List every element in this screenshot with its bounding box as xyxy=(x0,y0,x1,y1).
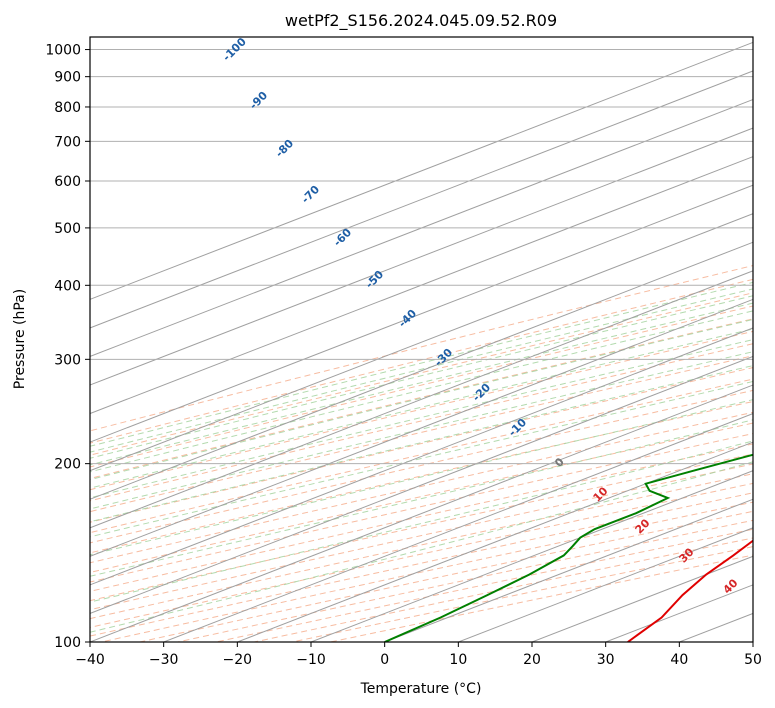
x-tick-label: 40 xyxy=(670,652,688,668)
x-tick-label: −40 xyxy=(75,652,105,668)
isotherm-line xyxy=(90,213,753,472)
moist-adiabat xyxy=(90,288,753,453)
isotherm-label: -60 xyxy=(331,226,354,249)
moist-adiabat xyxy=(90,419,753,577)
isotherm-line xyxy=(90,270,753,529)
y-tick-label: 1000 xyxy=(45,43,81,59)
y-axis-label: Pressure (hPa) xyxy=(12,289,28,389)
y-tick-label: 700 xyxy=(54,134,81,150)
moist-adiabat xyxy=(90,295,753,459)
moist-adiabat xyxy=(90,380,753,538)
isotherm-label: 30 xyxy=(677,545,697,565)
dry-adiabat xyxy=(139,510,753,642)
dry-adiabat xyxy=(90,463,753,611)
moist-adiabat xyxy=(90,365,753,523)
moist-adiabat xyxy=(90,339,753,499)
moist-adiabat xyxy=(90,318,753,481)
isotherm-line xyxy=(309,470,753,642)
dry-adiabat xyxy=(90,473,753,620)
dry-adiabat xyxy=(90,389,753,544)
isotherm-line xyxy=(90,355,753,614)
x-tick-label: 10 xyxy=(449,652,467,668)
dewpoint-line xyxy=(384,453,753,642)
isotherm-line xyxy=(456,527,753,642)
dry-adiabat xyxy=(90,443,753,592)
isotherm-line xyxy=(90,327,753,586)
y-tick-label: 900 xyxy=(54,70,81,86)
dry-adiabat xyxy=(90,292,753,456)
plot-frame xyxy=(89,36,754,643)
moist-adiabat xyxy=(90,310,753,473)
y-tick-label: 800 xyxy=(54,100,81,116)
x-tick-label: −20 xyxy=(223,652,253,668)
dry-adiabat xyxy=(90,318,753,480)
isotherm-line xyxy=(383,498,753,642)
moist-adiabat xyxy=(90,281,753,447)
dry-adiabat xyxy=(90,411,753,564)
moist-adiabat xyxy=(90,461,753,633)
moist-adiabat xyxy=(90,351,753,510)
isotherm-line xyxy=(235,441,753,642)
isotherm-line xyxy=(90,384,753,642)
dry-adiabat xyxy=(90,278,753,444)
series-layer xyxy=(384,453,753,642)
dry-adiabat xyxy=(90,343,753,502)
y-tick-label: 200 xyxy=(54,457,81,473)
x-tick-label: −30 xyxy=(149,652,179,668)
isotherm-line xyxy=(90,98,753,358)
isotherm-label: -70 xyxy=(299,183,322,206)
dry-adiabat xyxy=(292,546,753,642)
isotherm-label: 0 xyxy=(552,455,567,470)
isotherm-line xyxy=(90,70,753,329)
tick-layer: −40 −30 −20 −10 0 10 20 30 40 5010020030040050060… xyxy=(45,43,762,668)
isotherm-line xyxy=(162,413,753,642)
isotherm-label: -90 xyxy=(247,89,270,112)
isotherm-line xyxy=(90,184,753,443)
moist-adiabat xyxy=(90,328,753,489)
isotherm-line xyxy=(90,298,753,557)
isotherm-label: -80 xyxy=(273,137,296,160)
x-tick-label: 0 xyxy=(380,652,389,668)
dry-adiabat xyxy=(90,265,753,432)
y-tick-label: 500 xyxy=(54,221,81,237)
isotherm-label: 20 xyxy=(633,516,653,536)
dry-adiabat xyxy=(90,433,753,583)
y-tick-label: 400 xyxy=(54,278,81,294)
isotherm-label: -20 xyxy=(470,381,493,404)
dry-adiabat xyxy=(90,305,753,468)
chart-title: wetPf2_S156.2024.045.09.52.R09 xyxy=(285,11,557,31)
isotherm-line xyxy=(90,127,753,386)
isotherm-line xyxy=(90,156,753,415)
dry-adiabat xyxy=(90,330,753,491)
dry-adiabat xyxy=(330,554,753,642)
x-tick-label: 20 xyxy=(523,652,541,668)
dry-adiabat xyxy=(90,367,753,523)
moist-adiabat xyxy=(90,440,753,603)
isotherm-label: -40 xyxy=(396,307,419,330)
y-tick-label: 600 xyxy=(54,174,81,190)
dry-adiabat xyxy=(254,537,753,642)
x-tick-label: 50 xyxy=(744,652,762,668)
moist-adiabat xyxy=(90,302,753,466)
y-tick-label: 100 xyxy=(54,635,81,651)
y-tick-label: 300 xyxy=(54,352,81,368)
moist-adiabat xyxy=(90,399,753,556)
isotherm-line xyxy=(90,241,753,500)
isotherm-label: 40 xyxy=(721,576,741,596)
isotherm-line xyxy=(604,584,753,642)
dry-adiabat xyxy=(90,453,753,602)
dry-adiabat xyxy=(90,355,753,513)
x-tick-label: −10 xyxy=(296,652,326,668)
x-tick-label: 30 xyxy=(597,652,615,668)
dry-adiabat xyxy=(90,422,753,573)
dry-adiabat xyxy=(90,400,753,554)
dry-adiabat xyxy=(90,378,753,534)
x-axis-label: Temperature (°C) xyxy=(360,681,482,697)
grid-layer xyxy=(90,41,753,642)
isotherm-line xyxy=(90,41,753,300)
temperature-line xyxy=(627,539,753,642)
